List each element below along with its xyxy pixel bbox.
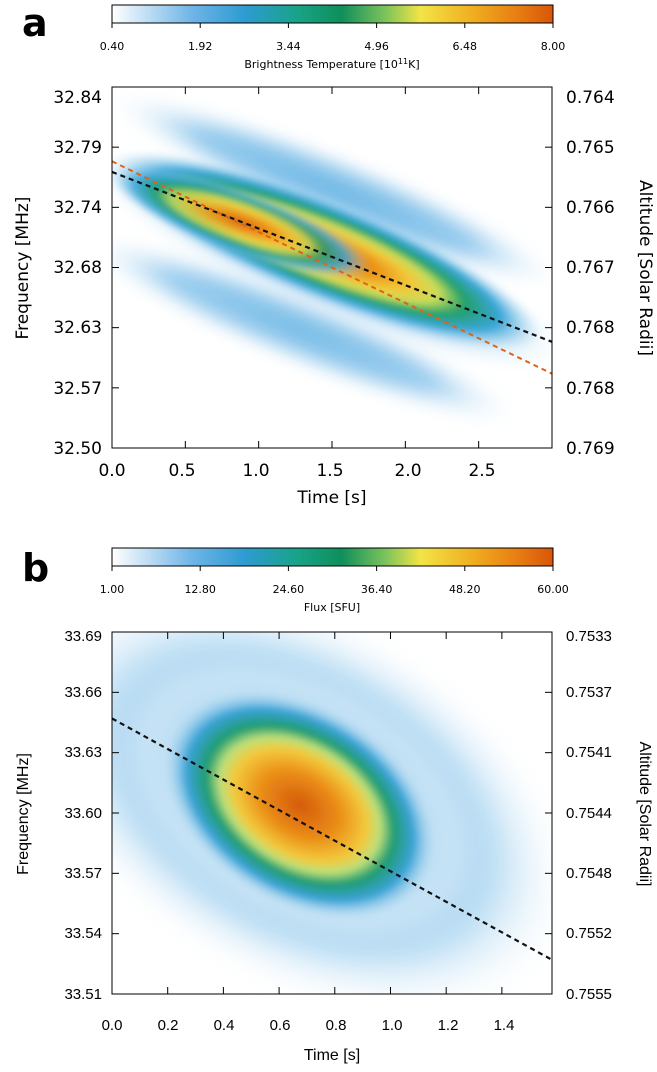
colorbar-b-tick: 24.60	[273, 583, 305, 596]
x-tick-b: 0.2	[158, 1017, 179, 1034]
x-tick-b: 0.8	[326, 1017, 347, 1034]
colorbar-a: 0.40 1.92 3.44 4.96 6.48 8.00 Brightness…	[100, 4, 566, 71]
y2-tick-b: 0.7533	[566, 628, 612, 645]
y-tick-a: 32.68	[53, 258, 102, 278]
colorbar-a-tick: 8.00	[541, 40, 566, 53]
x-tick-b: 1.0	[382, 1017, 403, 1034]
y-tick-a: 32.63	[53, 318, 102, 338]
x-axis-label-b: Time [s]	[304, 1047, 360, 1064]
y2-tick-a: 0.768	[566, 379, 615, 399]
y-tick-b: 33.69	[64, 628, 102, 645]
axes-a: 32.50 32.57 32.63 32.68 32.74 32.79 32.8…	[13, 23, 655, 508]
x-tick-b: 0.6	[270, 1017, 291, 1034]
y2-tick-a: 0.768	[566, 318, 615, 338]
y2-axis-label-a: Altitude [Solar Radii]	[635, 180, 655, 356]
colorbar-a-tick: 3.44	[276, 40, 301, 53]
y2-axis-label-b: Altitude [Solar Radii]	[636, 742, 653, 887]
colorbar-a-tick: 6.48	[453, 40, 478, 53]
y-tick-a: 32.74	[53, 198, 102, 218]
y-axis-label-b: Frequency [MHz]	[15, 753, 32, 875]
colorbar-a-tick: 4.96	[364, 40, 389, 53]
y-tick-a: 32.57	[53, 379, 102, 399]
y2-tick-b: 0.7544	[566, 805, 612, 822]
heatmap-a	[112, 87, 552, 448]
fit-line-orange-dashed	[112, 160, 552, 375]
y2-tick-a: 0.769	[566, 439, 615, 459]
y-tick-b: 33.63	[64, 744, 102, 761]
fit-line-black-dashed	[112, 170, 552, 343]
x-tick-a: 2.0	[394, 461, 421, 481]
heatmap-b	[112, 632, 552, 994]
y-axis-label-a: Frequency [MHz]	[13, 197, 33, 340]
colorbar-b-tick: 48.20	[449, 583, 481, 596]
y2-tick-b: 0.7541	[566, 744, 612, 761]
y-tick-b: 33.54	[64, 925, 102, 942]
x-tick-a: 2.5	[468, 461, 495, 481]
colorbar-b-tick: 60.00	[537, 583, 569, 596]
y-tick-a: 32.79	[53, 138, 102, 158]
y2-tick-b: 0.7537	[566, 684, 612, 701]
y2-tick-b: 0.7552	[566, 925, 612, 942]
y-tick-b: 33.66	[64, 684, 102, 701]
colorbar-a-tick: 1.92	[188, 40, 213, 53]
x-axis-label-a: Time [s]	[296, 488, 366, 508]
y2-tick-a: 0.765	[566, 138, 615, 158]
x-tick-b: 1.2	[438, 1017, 459, 1034]
colorbar-a-label: Brightness Temperature [1011K]	[244, 57, 419, 71]
y2-tick-a: 0.767	[566, 258, 615, 278]
fit-line-black-dashed	[112, 717, 552, 961]
colorbar-a-tick: 0.40	[100, 40, 125, 53]
panel-letter-b: b	[22, 546, 49, 590]
y2-tick-a: 0.766	[566, 198, 615, 218]
axes-b: 33.51 33.54 33.57 33.60 33.63 33.66 33.6…	[15, 566, 653, 1064]
y-tick-a: 32.50	[53, 439, 102, 459]
colorbar-b-tick: 12.80	[184, 583, 216, 596]
x-tick-a: 0.0	[98, 461, 125, 481]
colorbar-b: 1.00 12.80 24.60 36.40 48.20 60.00 Flux …	[100, 547, 569, 614]
colorbar-b-tick: 36.40	[361, 583, 393, 596]
x-tick-a: 1.5	[316, 461, 343, 481]
y2-tick-a: 0.764	[566, 88, 615, 108]
x-tick-a: 1.0	[242, 461, 269, 481]
y-tick-b: 33.51	[64, 986, 102, 1003]
x-tick-b: 0.4	[214, 1017, 235, 1034]
colorbar-b-tick: 1.00	[100, 583, 125, 596]
y2-tick-b: 0.7548	[566, 865, 612, 882]
colorbar-b-label: Flux [SFU]	[304, 601, 360, 614]
y-tick-b: 33.57	[64, 865, 102, 882]
y2-tick-b: 0.7555	[566, 986, 612, 1003]
panel-letter-a: a	[22, 1, 48, 45]
x-tick-a: 0.5	[168, 461, 195, 481]
y-tick-a: 32.84	[53, 88, 102, 108]
y-tick-b: 33.60	[64, 805, 102, 822]
x-tick-b: 0.0	[102, 1017, 123, 1034]
x-tick-b: 1.4	[494, 1017, 515, 1034]
